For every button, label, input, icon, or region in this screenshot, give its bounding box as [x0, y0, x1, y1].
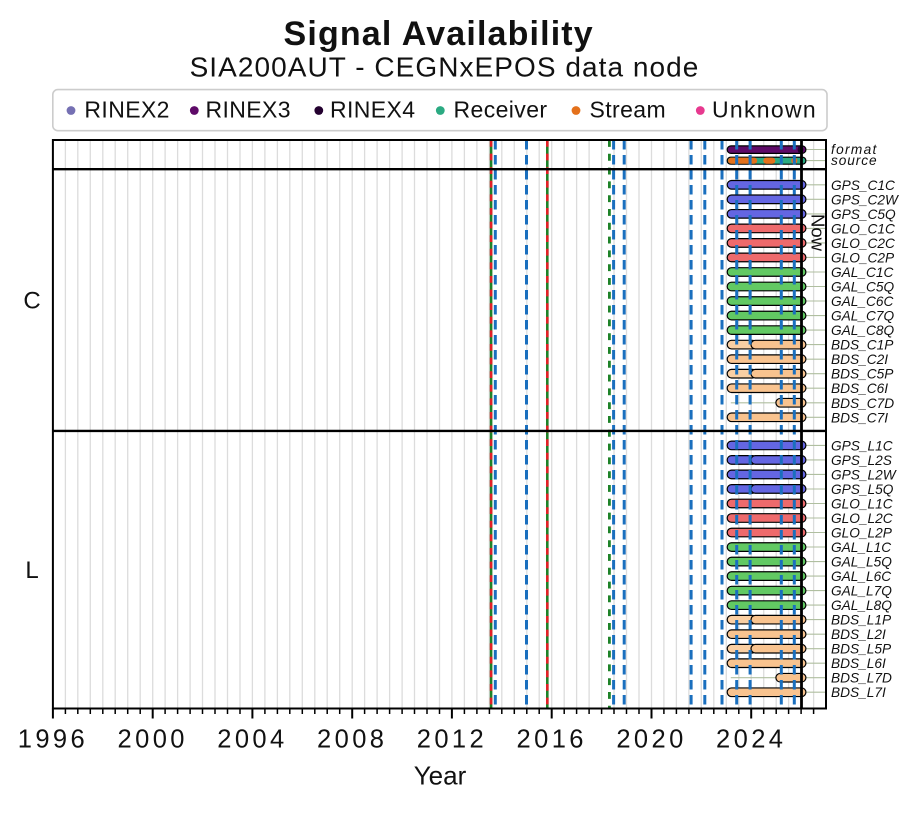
svg-text:BDS_L6I: BDS_L6I — [831, 656, 886, 671]
svg-text:source: source — [831, 153, 877, 168]
svg-text:GLO_L2C: GLO_L2C — [831, 511, 893, 526]
svg-text:BDS_C5P: BDS_C5P — [831, 367, 894, 382]
svg-text:2020: 2020 — [616, 726, 686, 754]
svg-text:BDS_C7D: BDS_C7D — [831, 396, 894, 411]
svg-text:1996: 1996 — [18, 726, 88, 754]
svg-text:RINEX4: RINEX4 — [330, 96, 415, 122]
svg-text:Now: Now — [808, 214, 829, 252]
svg-text:GPS_L1C: GPS_L1C — [831, 438, 893, 453]
svg-text:GPS_C5Q: GPS_C5Q — [831, 207, 896, 222]
svg-text:GLO_L2P: GLO_L2P — [831, 526, 893, 541]
svg-text:BDS_L7D: BDS_L7D — [831, 671, 892, 686]
svg-text:BDS_C2I: BDS_C2I — [831, 352, 888, 367]
svg-text:BDS_L2I: BDS_L2I — [831, 627, 886, 642]
svg-text:BDS_C6I: BDS_C6I — [831, 381, 888, 396]
svg-text:2008: 2008 — [317, 726, 387, 754]
svg-text:SIA200AUT - CEGNxEPOS data nod: SIA200AUT - CEGNxEPOS data node — [190, 52, 700, 83]
svg-text:BDS_C7I: BDS_C7I — [831, 410, 888, 425]
svg-text:2016: 2016 — [517, 726, 587, 754]
svg-text:GAL_C8Q: GAL_C8Q — [831, 323, 894, 338]
svg-text:GAL_C6C: GAL_C6C — [831, 294, 893, 309]
svg-text:2012: 2012 — [417, 726, 487, 754]
svg-text:GAL_L5Q: GAL_L5Q — [831, 555, 892, 570]
svg-text:GPS_L2W: GPS_L2W — [831, 467, 897, 482]
svg-text:GLO_L1C: GLO_L1C — [831, 497, 893, 512]
svg-text:2000: 2000 — [118, 726, 188, 754]
svg-text:GPS_L5Q: GPS_L5Q — [831, 482, 894, 497]
svg-text:GAL_C1C: GAL_C1C — [831, 265, 893, 280]
svg-text:GAL_C5Q: GAL_C5Q — [831, 280, 894, 295]
svg-text:BDS_L7I: BDS_L7I — [831, 685, 886, 700]
svg-text:GLO_C2C: GLO_C2C — [831, 236, 895, 251]
svg-text:GAL_L6C: GAL_L6C — [831, 569, 891, 584]
svg-text:GAL_L1C: GAL_L1C — [831, 540, 891, 555]
svg-text:GLO_C2P: GLO_C2P — [831, 250, 895, 265]
svg-text:Stream: Stream — [590, 96, 667, 122]
svg-text:C: C — [23, 288, 40, 315]
svg-text:L: L — [25, 557, 38, 584]
svg-text:Signal Availability: Signal Availability — [284, 15, 594, 53]
svg-text:GPS_C1C: GPS_C1C — [831, 178, 895, 193]
svg-text:GAL_L8Q: GAL_L8Q — [831, 598, 892, 613]
svg-text:BDS_L1P: BDS_L1P — [831, 613, 892, 628]
svg-text:2004: 2004 — [217, 726, 287, 754]
svg-text:RINEX3: RINEX3 — [206, 96, 291, 122]
svg-text:GPS_L2S: GPS_L2S — [831, 453, 892, 468]
svg-text:Unknown: Unknown — [712, 96, 817, 122]
svg-text:RINEX2: RINEX2 — [84, 96, 169, 122]
svg-text:GPS_C2W: GPS_C2W — [831, 192, 899, 207]
svg-text:2024: 2024 — [716, 726, 786, 754]
svg-text:format: format — [831, 142, 878, 157]
svg-text:Year: Year — [414, 761, 467, 791]
svg-text:GAL_C7Q: GAL_C7Q — [831, 309, 894, 324]
svg-text:BDS_C1P: BDS_C1P — [831, 338, 894, 353]
svg-text:Receiver: Receiver — [454, 96, 548, 122]
svg-text:BDS_L5P: BDS_L5P — [831, 642, 892, 657]
svg-text:GLO_C1C: GLO_C1C — [831, 221, 895, 236]
svg-text:GAL_L7Q: GAL_L7Q — [831, 584, 892, 599]
